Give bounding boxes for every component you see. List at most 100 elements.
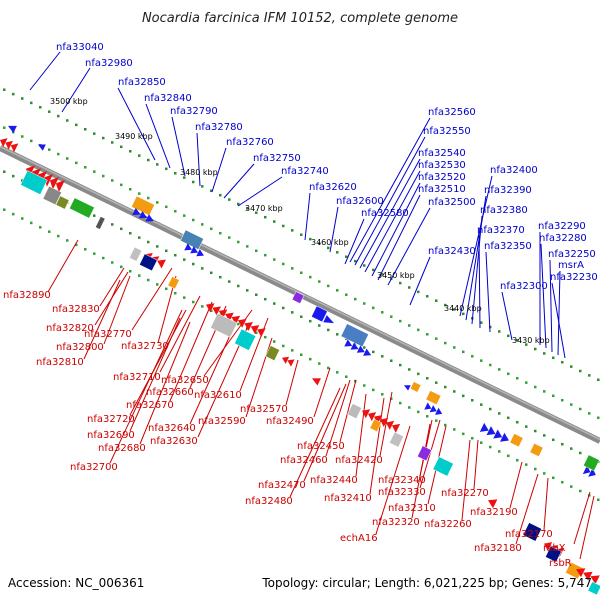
forward-gene-label[interactable]: nfa32550 [423,126,471,137]
forward-gene-label[interactable]: nfa32380 [480,205,528,216]
reverse-gene-label[interactable]: rsbX [543,543,566,554]
gene-arrow-segment [488,499,498,509]
reverse-gene-label[interactable]: nfa32730 [121,341,169,352]
forward-gene-label[interactable]: msrA [558,260,584,271]
gene-arrow-segment [385,420,395,430]
forward-gene-label[interactable]: nfa32280 [539,233,587,244]
track-dot [309,357,312,361]
reverse-gene-label[interactable]: echA16 [340,533,378,544]
forward-gene-label[interactable]: nfa32790 [170,106,218,117]
track-dot [309,319,312,323]
gene-box-body [417,445,432,462]
forward-gene-label[interactable]: nfa32510 [418,184,466,195]
reverse-gene-label[interactable]: nfa32480 [245,496,293,507]
track-dot [354,297,357,301]
forward-gene-label[interactable]: nfa32560 [428,107,476,118]
reverse-gene-label[interactable]: nfa32670 [126,400,174,411]
callout-line-forward [117,87,156,161]
track-dot [435,299,438,302]
reverse-gene-label[interactable]: rsbR [549,558,572,569]
forward-gene-label[interactable]: nfa32980 [85,58,133,69]
callout-line-reverse [289,387,341,498]
reverse-gene-label[interactable]: nfa32450 [297,441,345,452]
gene-arrow-segment [362,409,371,419]
reverse-gene-label[interactable]: nfa32330 [378,487,426,498]
reverse-gene-label[interactable]: nfa32690 [87,430,135,441]
reverse-gene-label[interactable]: nfa32590 [198,416,246,427]
callout-line-forward [377,194,421,281]
reverse-gene-label[interactable]: nfa32770 [84,329,132,340]
forward-gene-label[interactable]: nfa32740 [281,166,329,177]
forward-gene-label[interactable]: nfa32530 [418,160,466,171]
reverse-gene-label[interactable]: nfa32260 [424,519,472,530]
gene-arrow-segment [323,315,334,324]
track-dot [93,252,96,255]
track-dot [57,114,60,118]
reverse-gene-label[interactable]: nfa32180 [474,543,522,554]
reverse-gene-label[interactable]: nfa32830 [52,304,100,315]
forward-gene-label[interactable]: nfa32620 [309,182,357,193]
reverse-gene-label[interactable]: nfa32410 [324,493,372,504]
reverse-gene-label[interactable]: nfa32650 [161,375,209,386]
reverse-gene-label[interactable]: nfa32440 [310,475,358,486]
reverse-gene-label[interactable]: nfa32890 [3,290,51,301]
reverse-gene-label[interactable]: nfa32820 [46,323,94,334]
gene-arrow-segment [500,432,509,442]
reverse-gene-label[interactable]: nfa32720 [87,414,135,425]
track-dot [435,337,438,340]
reverse-gene-label[interactable]: nfa32570 [240,404,288,415]
forward-gene-label[interactable]: nfa32760 [226,137,274,148]
reverse-gene-arrow [488,499,498,509]
reverse-gene-label[interactable]: nfa32810 [36,357,84,368]
gene-arrow-segment [282,356,290,364]
track-dot [444,341,447,345]
track-dot [156,201,159,204]
reverse-gene-label[interactable]: nfa32470 [258,480,306,491]
forward-gene-label[interactable]: nfa32230 [550,272,598,283]
reverse-gene-label[interactable]: nfa32460 [280,455,328,466]
forward-gene-label[interactable]: nfa32400 [490,165,538,176]
reverse-gene-label[interactable]: nfa32800 [56,342,104,353]
forward-gene-label[interactable]: nfa32430 [428,246,476,257]
forward-gene-label[interactable]: nfa32390 [484,185,532,196]
reverse-gene-label[interactable]: nfa32170 [505,529,553,540]
reverse-gene-label[interactable]: nfa32700 [70,462,118,473]
forward-gene-label[interactable]: nfa33040 [56,42,104,53]
reverse-gene-label[interactable]: nfa32190 [470,507,518,518]
track-dot [390,359,393,362]
forward-gene-label[interactable]: nfa32580 [361,208,409,219]
forward-gene-label[interactable]: nfa32500 [428,197,476,208]
forward-gene-label[interactable]: nfa32750 [253,153,301,164]
forward-gene-label[interactable]: nfa32600 [336,196,384,207]
reverse-gene-label[interactable]: nfa32270 [441,488,489,499]
track-dot [183,296,186,299]
forward-gene-label[interactable]: nfa32370 [477,225,525,236]
reverse-gene-label[interactable]: nfa32310 [388,503,436,514]
reverse-gene-label[interactable]: nfa32630 [150,436,198,447]
forward-gene-label[interactable]: nfa32350 [484,241,532,252]
callout-line-reverse [103,275,131,345]
forward-gene-label[interactable]: nfa32780 [195,122,243,133]
forward-gene-label[interactable]: nfa32850 [118,77,166,88]
reverse-gene-label[interactable]: nfa32340 [378,475,426,486]
reverse-gene-label[interactable]: nfa32640 [148,423,196,434]
track-dot [336,251,339,254]
forward-gene-label[interactable]: nfa32250 [548,249,596,260]
forward-gene-label[interactable]: nfa32290 [538,221,586,232]
gene-box [95,216,106,230]
gene-box-body [129,246,143,262]
forward-gene-label[interactable]: nfa32840 [144,93,192,104]
track-dot [498,450,501,453]
reverse-gene-label[interactable]: nfa32420 [335,455,383,466]
reverse-gene-label[interactable]: nfa32490 [266,416,314,427]
callout-line-forward [364,170,421,273]
reverse-gene-label[interactable]: nfa32610 [194,390,242,401]
forward-gene-label[interactable]: nfa32520 [418,172,466,183]
forward-gene-label[interactable]: nfa32300 [500,281,548,292]
reverse-gene-label[interactable]: nfa32660 [146,387,194,398]
reverse-gene-label[interactable]: nfa32680 [98,443,146,454]
track-dot [462,394,465,398]
reverse-gene-label[interactable]: nfa32710 [113,372,161,383]
forward-gene-label[interactable]: nfa32540 [418,148,466,159]
reverse-gene-label[interactable]: nfa32320 [372,517,420,528]
